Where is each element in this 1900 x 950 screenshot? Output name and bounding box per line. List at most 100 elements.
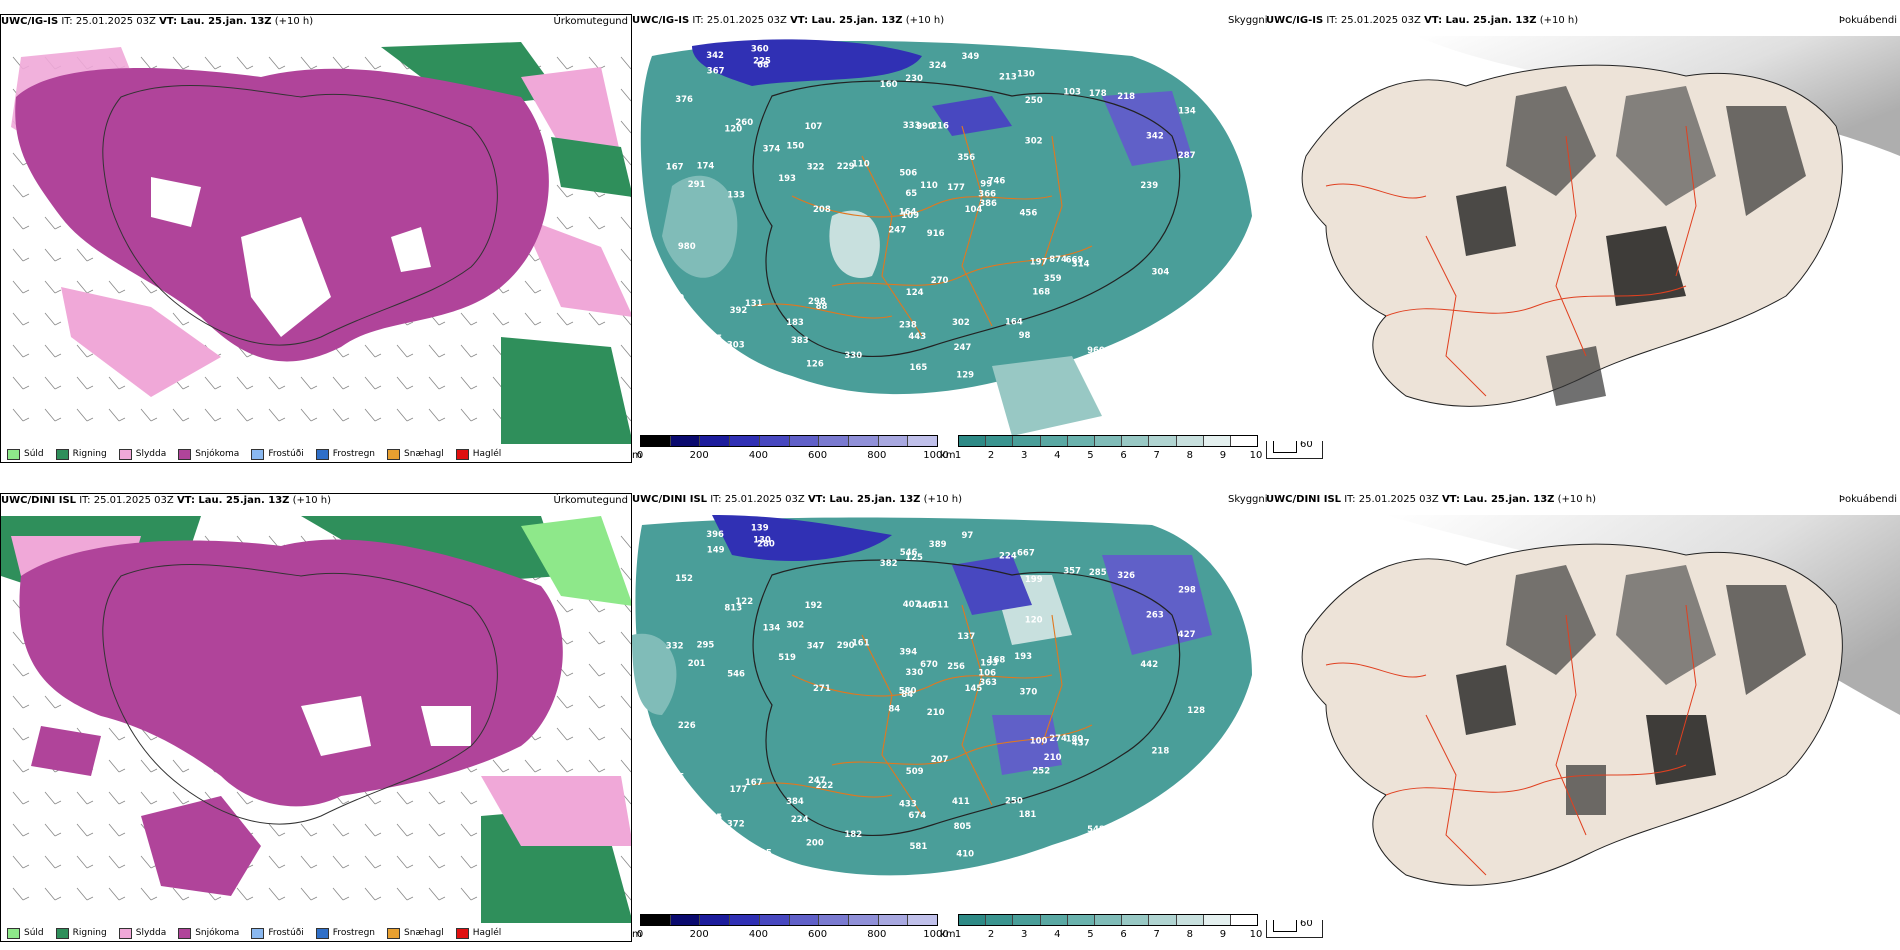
init-time: IT: 25.01.2025 03Z (710, 494, 805, 505)
legend-label: Snjókoma (195, 449, 240, 459)
colorbar-tick: 1000 (923, 929, 949, 940)
ceiling-label: 326 (1117, 571, 1135, 581)
wind-barb (44, 887, 62, 901)
wind-barb (12, 759, 30, 773)
legend-label: Frostregn (332, 928, 376, 938)
ceiling-label: 180 (1066, 734, 1084, 744)
ceiling-label: 149 (707, 546, 725, 556)
ceiling-label: 274 (1049, 734, 1067, 744)
colorbar-tick: 6 (1120, 929, 1127, 940)
ceiling-label: 389 (929, 540, 947, 550)
ceiling-label: 407 (903, 600, 921, 610)
colorbar-segment (1067, 436, 1095, 446)
ceiling-label: 210 (1044, 753, 1062, 763)
fog-panel-top: UWC/IG-IS IT: 25.01.2025 03Z VT: Lau. 25… (1266, 14, 1900, 463)
ceiling-label: 376 (675, 95, 693, 105)
colorbar-tick: 400 (748, 929, 768, 940)
legend-swatch (7, 927, 20, 939)
ceiling-label: 303 (727, 341, 745, 351)
ceiling-label: 990 (916, 122, 934, 132)
ceiling-label: 216 (931, 122, 949, 132)
colorbar-segment (1067, 915, 1095, 925)
ceiling-label: 178 (1089, 89, 1107, 99)
ceiling-label: 115 (704, 334, 722, 344)
colorbar-segment (959, 915, 987, 925)
wind-barb (12, 695, 30, 709)
panel-title: Þokuábendi (1838, 494, 1897, 505)
legend-item: Snæhagl (387, 446, 444, 462)
ceiling-label: 580 (899, 687, 917, 697)
ceiling-label: 199 (1025, 575, 1043, 585)
ceiling-label: 262 (705, 350, 723, 360)
precip-type-panel-bottom: UWC/DINI ISL IT: 25.01.2025 03Z VT: Lau.… (0, 493, 632, 942)
colorbar-segment (1013, 436, 1041, 446)
wind-barb (108, 727, 126, 741)
wind-barb (620, 759, 631, 773)
wind-barb (12, 344, 30, 358)
wind-barb (300, 408, 318, 422)
wind-barb (236, 408, 254, 422)
wind-barb (620, 88, 631, 102)
wind-barb (76, 344, 94, 358)
wind-barb (620, 727, 631, 741)
ceiling-label: 192 (805, 601, 823, 611)
colorbar-segment (1094, 436, 1123, 446)
wind-barb (524, 312, 542, 326)
ceiling-label: 193 (980, 659, 998, 669)
ceiling-label: 247 (808, 776, 826, 786)
colorbar-segment (1013, 915, 1041, 925)
colorbar-segment (1040, 436, 1068, 446)
wind-barb (588, 695, 606, 709)
ceiling-label: 314 (1072, 259, 1090, 269)
ceiling-label: 97 (962, 531, 974, 541)
ceiling-label: 177 (730, 785, 748, 795)
ceiling-label: 427 (1178, 630, 1196, 640)
ceiling-label: 304 (1152, 268, 1170, 278)
ceiling-label: 333 (903, 121, 921, 131)
legend-label: Snæhagl (404, 928, 444, 938)
lead-time: (+10 h) (292, 495, 332, 506)
ceiling-label: 280 (757, 540, 775, 550)
ceiling-label: 218 (1117, 92, 1135, 102)
wind-barb (396, 855, 414, 869)
ceiling-label: 145 (965, 684, 983, 694)
legend-swatch (118, 927, 132, 939)
ceiling-label: 396 (706, 530, 724, 540)
ceiling-label: 359 (1044, 274, 1062, 284)
ceiling-label: 506 (899, 169, 917, 179)
ceiling-label: 165 (910, 363, 928, 373)
ceiling-label: 247 (888, 226, 906, 236)
ceiling-label: 193 (778, 174, 796, 184)
ceiling-label: 271 (813, 684, 831, 694)
ceiling-label: 285 (704, 813, 722, 823)
colorbar-segment (908, 436, 938, 446)
visibility-unit: km (940, 929, 956, 940)
colorbar-tick: 9 (1219, 450, 1227, 461)
colorbar-segment (819, 436, 849, 446)
colorbar-segment (789, 436, 820, 446)
wind-barb (76, 248, 94, 262)
wind-barb (300, 376, 318, 390)
ceiling-label: 442 (1140, 660, 1158, 670)
valid-time: VT: Lau. 25.jan. 13Z (790, 15, 903, 26)
ceiling-label: 581 (910, 842, 928, 852)
wind-barb (556, 312, 574, 326)
colorbar-segment (1122, 915, 1150, 925)
ceiling-label: 511 (931, 601, 949, 611)
wind-barb (140, 759, 158, 773)
model-name: UWC/IG-IS (632, 15, 690, 26)
init-time: IT: 25.01.2025 03Z (1326, 15, 1421, 26)
ceiling-label: 126 (806, 360, 824, 370)
wind-barb (492, 759, 510, 773)
colorbar-segment (1203, 915, 1231, 925)
colorbar-segment (986, 915, 1014, 925)
wind-barb (12, 248, 30, 262)
wind-barb (620, 695, 631, 709)
ceiling-label: 394 (899, 648, 917, 658)
wind-barb (588, 631, 606, 645)
visibility-colorbar: km 1 2 3 4 5 6 7 8 9 10 (940, 912, 1262, 942)
legend-item: Snæhagl (387, 925, 444, 941)
ceiling-label: 342 (1146, 131, 1164, 141)
wind-barb (428, 887, 446, 901)
wind-barb (204, 56, 222, 70)
